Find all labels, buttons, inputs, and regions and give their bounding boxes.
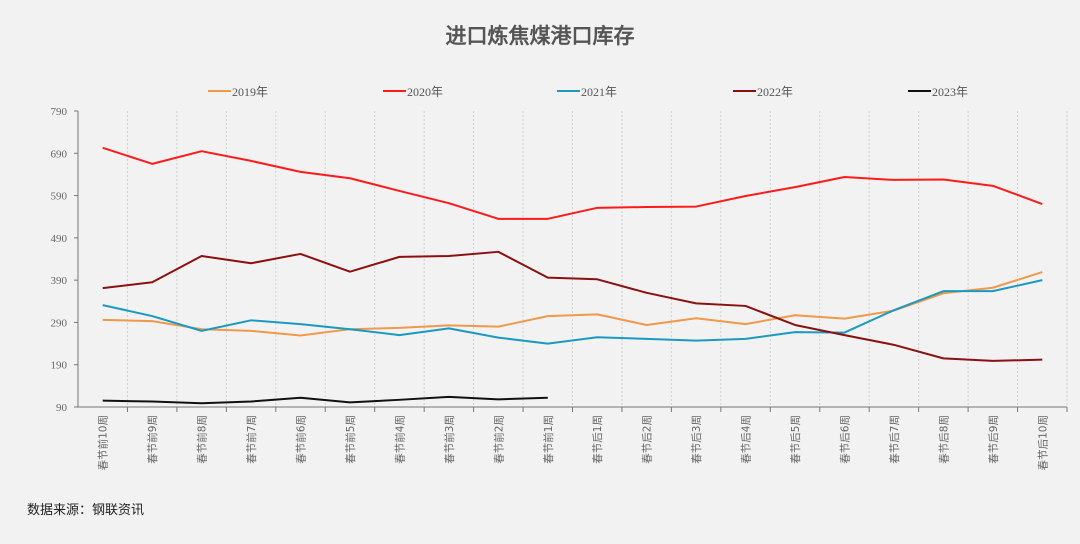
legend-label: 2023年 xyxy=(932,85,968,99)
x-tick-label: 春节后1周 xyxy=(592,415,604,464)
series-line-2023年 xyxy=(102,395,548,405)
y-tick-label: 290 xyxy=(51,317,68,329)
x-tick-label: 春节前10周 xyxy=(97,415,110,470)
x-tick-label: 春节后5周 xyxy=(790,415,802,464)
x-tick-label: 春节前8周 xyxy=(196,415,209,464)
legend-label: 2021年 xyxy=(581,85,617,99)
x-tick-label: 春节后8周 xyxy=(938,415,950,464)
x-tick-label: 春节后9周 xyxy=(988,415,1000,464)
legend-label: 2020年 xyxy=(407,85,443,99)
series-line-2022年 xyxy=(102,250,1043,362)
x-tick-label: 春节后10周 xyxy=(1037,415,1049,470)
x-tick-label: 春节前1周 xyxy=(542,415,555,464)
x-tick-label: 春节后3周 xyxy=(691,415,703,464)
x-tick-label: 春节前2周 xyxy=(492,415,505,464)
x-tick-label: 春节后6周 xyxy=(839,415,851,464)
series-line-2021年 xyxy=(102,279,1043,345)
legend-label: 2022年 xyxy=(757,85,793,99)
series-line-2019年 xyxy=(102,271,1043,337)
legend-label: 2019年 xyxy=(232,85,268,99)
y-tick-label: 90 xyxy=(56,402,68,414)
x-tick-label: 春节前5周 xyxy=(344,415,357,464)
x-tick-label: 春节前6周 xyxy=(295,415,308,464)
chart-title: 进口炼焦煤港口库存 xyxy=(445,24,635,48)
x-tick-label: 春节前3周 xyxy=(443,415,456,464)
data-source: 数据来源：钢联资讯 xyxy=(27,503,145,518)
y-tick-label: 790 xyxy=(51,106,68,118)
x-tick-label: 春节后7周 xyxy=(889,415,901,464)
y-tick-label: 390 xyxy=(51,275,68,287)
y-tick-label: 590 xyxy=(51,191,68,203)
x-tick-label: 春节后2周 xyxy=(642,415,654,464)
x-tick-label: 春节前4周 xyxy=(393,415,406,464)
x-tick-label: 春节后4周 xyxy=(741,415,753,464)
y-tick-label: 690 xyxy=(51,148,68,160)
y-tick-label: 490 xyxy=(51,233,68,245)
x-tick-label: 春节前9周 xyxy=(146,415,159,464)
y-tick-label: 190 xyxy=(51,360,68,372)
x-tick-label: 春节前7周 xyxy=(245,415,258,464)
series-line-2020年 xyxy=(102,146,1043,220)
